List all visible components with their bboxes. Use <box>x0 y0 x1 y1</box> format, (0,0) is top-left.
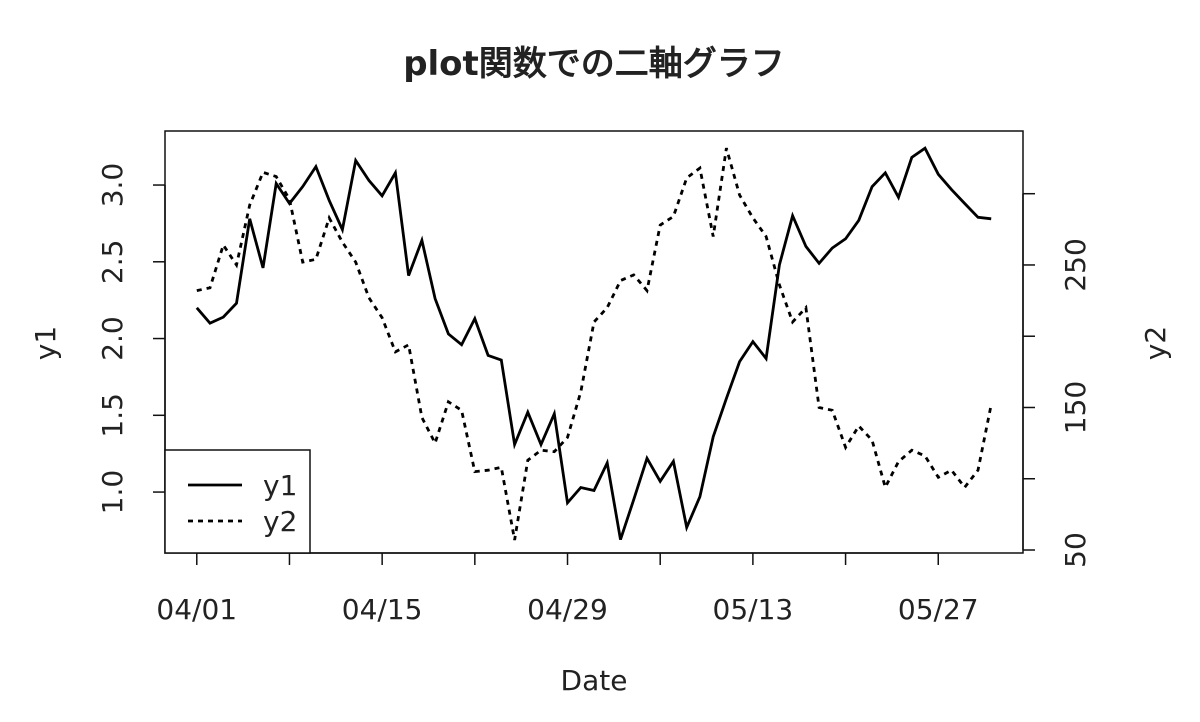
legend-box <box>164 449 311 554</box>
x-tick-label: 05/13 <box>713 593 794 626</box>
y2-tick-label: 150 <box>1059 381 1092 434</box>
chart-title: plot関数での二軸グラフ <box>403 44 785 84</box>
y-tick-label: 2.5 <box>96 240 129 285</box>
y2-tick-label: 50 <box>1059 532 1092 568</box>
x-tick-label: 05/27 <box>898 593 979 626</box>
y2-tick-label: 250 <box>1059 238 1092 291</box>
series-line <box>195 146 992 541</box>
y-tick-label: 1.5 <box>96 393 129 438</box>
y-axis-label: y1 <box>29 326 62 360</box>
x-tick-label: 04/01 <box>156 593 237 626</box>
x-tick-label: 04/15 <box>342 593 423 626</box>
series-line <box>196 147 993 541</box>
x-axis-label: Date <box>561 664 628 697</box>
y-tick-label: 1.0 <box>96 470 129 515</box>
legend-label: y2 <box>263 505 297 538</box>
legend-label: y1 <box>263 469 297 502</box>
y-tick-label: 2.0 <box>96 316 129 361</box>
x-tick-label: 04/29 <box>527 593 608 626</box>
y-tick-label: 3.0 <box>96 163 129 208</box>
y2-axis-label: y2 <box>1139 326 1172 360</box>
